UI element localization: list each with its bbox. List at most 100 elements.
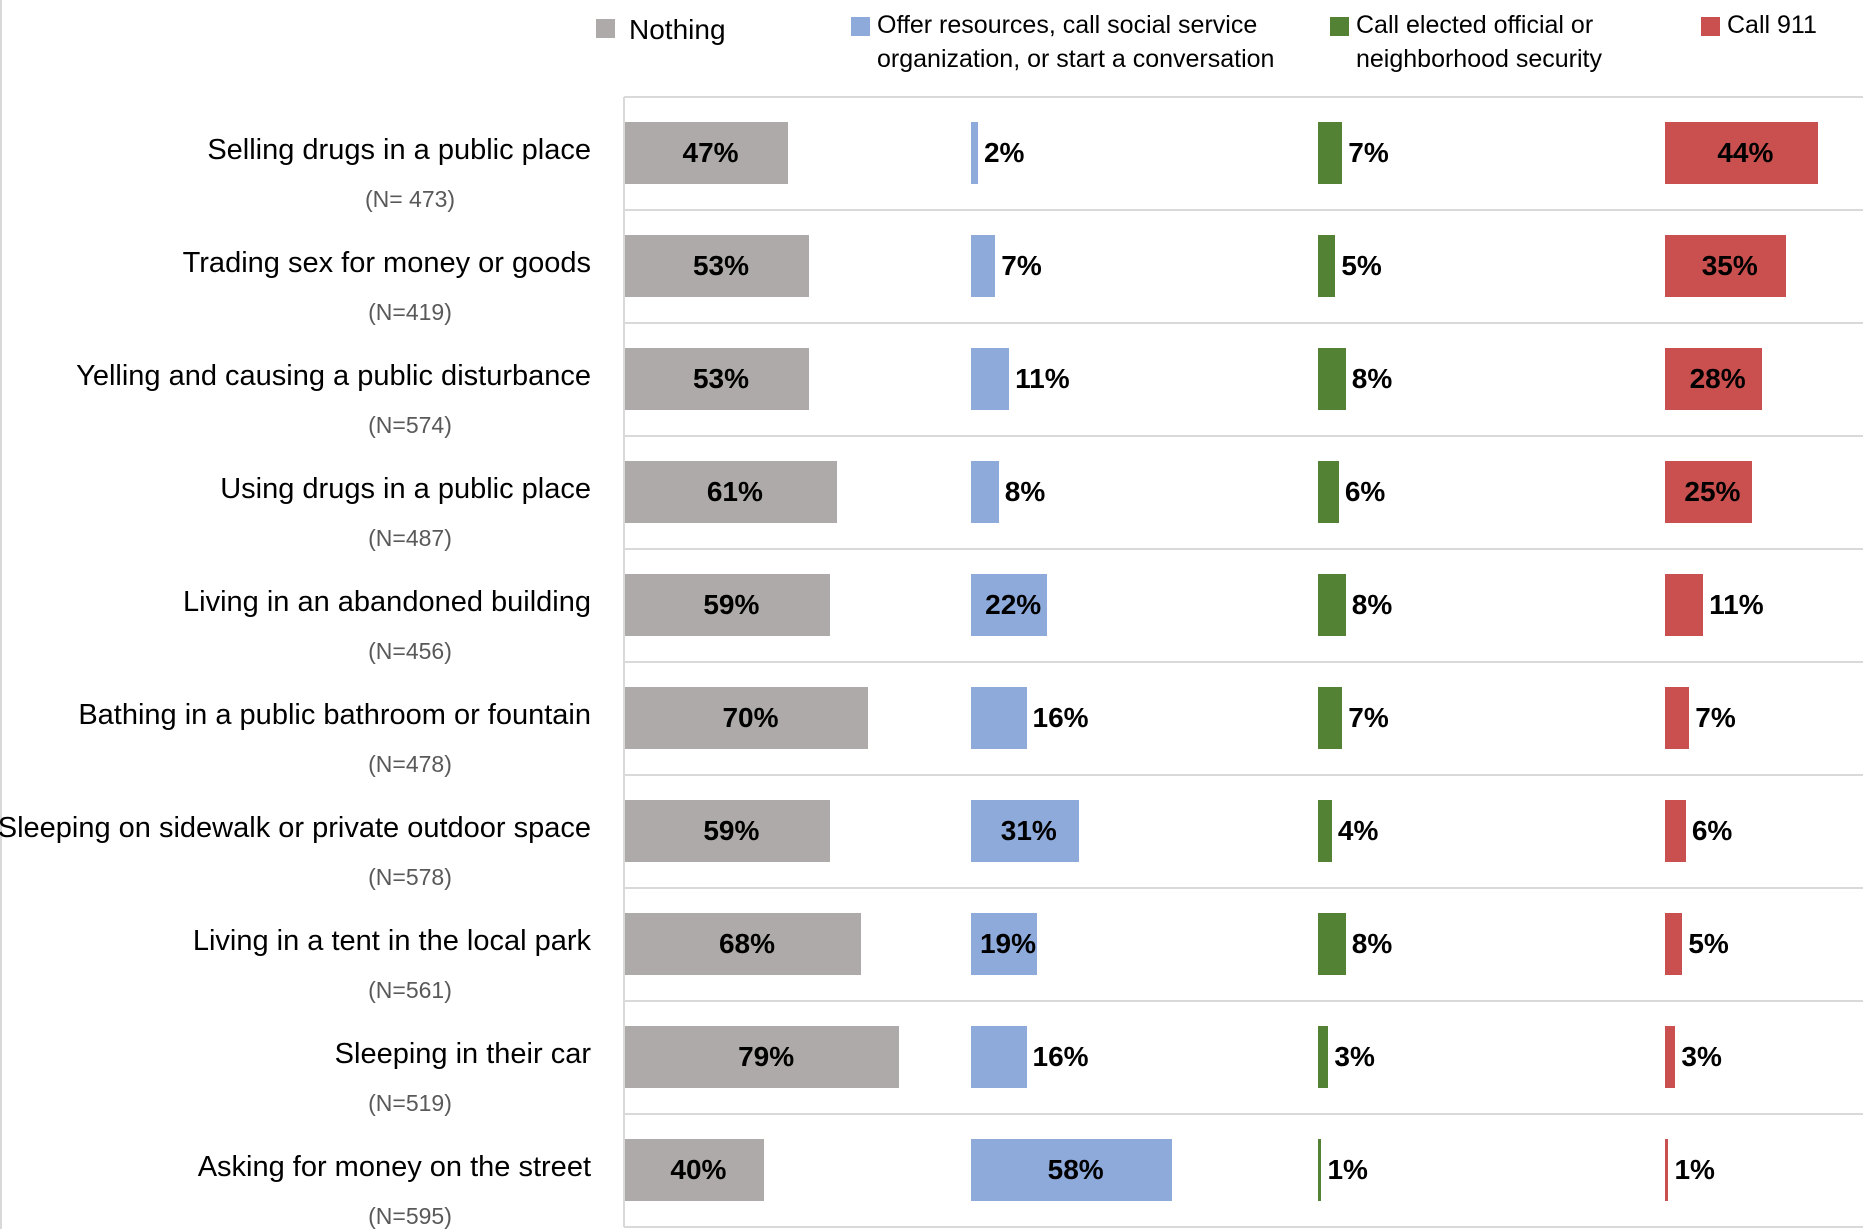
- data-label: 8%: [1351, 363, 1393, 394]
- bar: [625, 1139, 764, 1201]
- bar: [625, 800, 830, 862]
- category-label: Sleeping in their car: [334, 1038, 591, 1070]
- data-label: 59%: [703, 589, 760, 620]
- bar: [971, 800, 1079, 862]
- data-label: 53%: [692, 363, 749, 394]
- bar: [971, 1139, 1173, 1201]
- data-label: 7%: [1348, 702, 1389, 733]
- legend-swatch: [596, 19, 615, 38]
- bar: [1318, 687, 1343, 749]
- data-label: 7%: [1695, 702, 1736, 733]
- bar: [625, 235, 809, 297]
- bar: [1665, 800, 1686, 862]
- bar: [1665, 574, 1704, 636]
- legend-label: Offer resources, call social service orga…: [877, 8, 1274, 76]
- legend-label: Nothing: [629, 13, 726, 47]
- bar: [971, 1026, 1027, 1088]
- bar: [971, 122, 978, 184]
- legend-label: Call elected official or neighborhood sec…: [1356, 8, 1602, 76]
- category-sample-size: (N=478): [368, 751, 452, 777]
- category-sample-size: (N=561): [368, 977, 452, 1003]
- data-label: 44%: [1717, 137, 1774, 168]
- bar: [625, 574, 830, 636]
- data-label: 11%: [1709, 589, 1764, 620]
- data-label: 8%: [1351, 928, 1393, 959]
- bar: [1318, 1026, 1329, 1088]
- data-label: 6%: [1344, 476, 1386, 507]
- category-label: Asking for money on the street: [197, 1151, 591, 1183]
- bar: [625, 687, 868, 749]
- bar: [625, 348, 809, 410]
- data-label: 7%: [1001, 250, 1042, 281]
- bar: [971, 574, 1048, 636]
- data-label: 59%: [703, 815, 760, 846]
- bar: [1665, 122, 1818, 184]
- legend-label: Call 911: [1727, 8, 1817, 42]
- legend-label-line: organization, or start a conversation: [877, 45, 1275, 73]
- bar: [1318, 122, 1343, 184]
- data-label: 35%: [1701, 250, 1758, 281]
- data-label: 8%: [1004, 476, 1046, 507]
- data-label: 28%: [1689, 363, 1746, 394]
- category-sample-size: (N=519): [368, 1090, 452, 1116]
- bar: [1665, 1026, 1676, 1088]
- data-label: 61%: [706, 476, 763, 507]
- data-label: 31%: [1000, 815, 1057, 846]
- category-sample-size: (N= 473): [364, 186, 456, 212]
- bar: [1318, 574, 1346, 636]
- data-label: 25%: [1684, 476, 1741, 507]
- category-label: Sleeping on sidewalk or private outdoor …: [0, 812, 591, 844]
- category-sample-size: (N=487): [368, 525, 452, 551]
- legend-label-line: Call elected official or: [1356, 11, 1594, 39]
- data-label: 1%: [1327, 1154, 1368, 1185]
- bar: [971, 461, 999, 523]
- category-sample-size: (N=419): [368, 299, 452, 325]
- bar: [625, 122, 789, 184]
- data-label: 70%: [722, 702, 779, 733]
- data-label: 3%: [1681, 1041, 1722, 1072]
- data-label: 4%: [1337, 815, 1379, 846]
- category-sample-size: (N=578): [368, 864, 452, 890]
- legend-swatch: [851, 17, 870, 36]
- bar: [1665, 235, 1787, 297]
- data-label: 47%: [682, 137, 739, 168]
- bar: [1665, 348, 1763, 410]
- data-label: 5%: [1341, 250, 1382, 281]
- bar: [1665, 461, 1752, 523]
- data-label: 2%: [983, 137, 1025, 168]
- category-label: Living in an abandoned building: [183, 586, 591, 618]
- bar: [625, 1026, 900, 1088]
- data-label: 8%: [1351, 589, 1393, 620]
- data-label: 5%: [1688, 928, 1729, 959]
- bar: [1318, 461, 1339, 523]
- category-label: Living in a tent in the local park: [192, 925, 591, 957]
- category-sample-size: (N=595): [368, 1203, 452, 1229]
- data-label: 1%: [1674, 1154, 1715, 1185]
- bar: [1665, 913, 1683, 975]
- data-label: 7%: [1348, 137, 1389, 168]
- category-sample-size: (N=574): [368, 412, 452, 438]
- data-label: 3%: [1334, 1041, 1375, 1072]
- bar: [1318, 235, 1336, 297]
- category-sample-size: (N=456): [368, 638, 452, 664]
- data-label: 19%: [979, 928, 1036, 959]
- bar: [1665, 1139, 1669, 1201]
- legend-label-line: neighborhood security: [1356, 45, 1602, 73]
- bar: [1318, 800, 1332, 862]
- data-label: 11%: [1015, 363, 1070, 394]
- data-label: 16%: [1032, 702, 1089, 733]
- legend-label-line: Call 911: [1727, 11, 1817, 39]
- data-label: 68%: [718, 928, 776, 959]
- bar: [971, 687, 1027, 749]
- bar: [625, 461, 837, 523]
- bar: [1318, 1139, 1322, 1201]
- legend-label-line: Offer resources, call social service: [877, 11, 1258, 39]
- bar: [1318, 348, 1346, 410]
- bar: [971, 348, 1010, 410]
- category-label: Yelling and causing a public disturbance: [76, 360, 591, 392]
- bar: [971, 913, 1037, 975]
- bar: [1318, 913, 1346, 975]
- data-label: 22%: [985, 589, 1042, 620]
